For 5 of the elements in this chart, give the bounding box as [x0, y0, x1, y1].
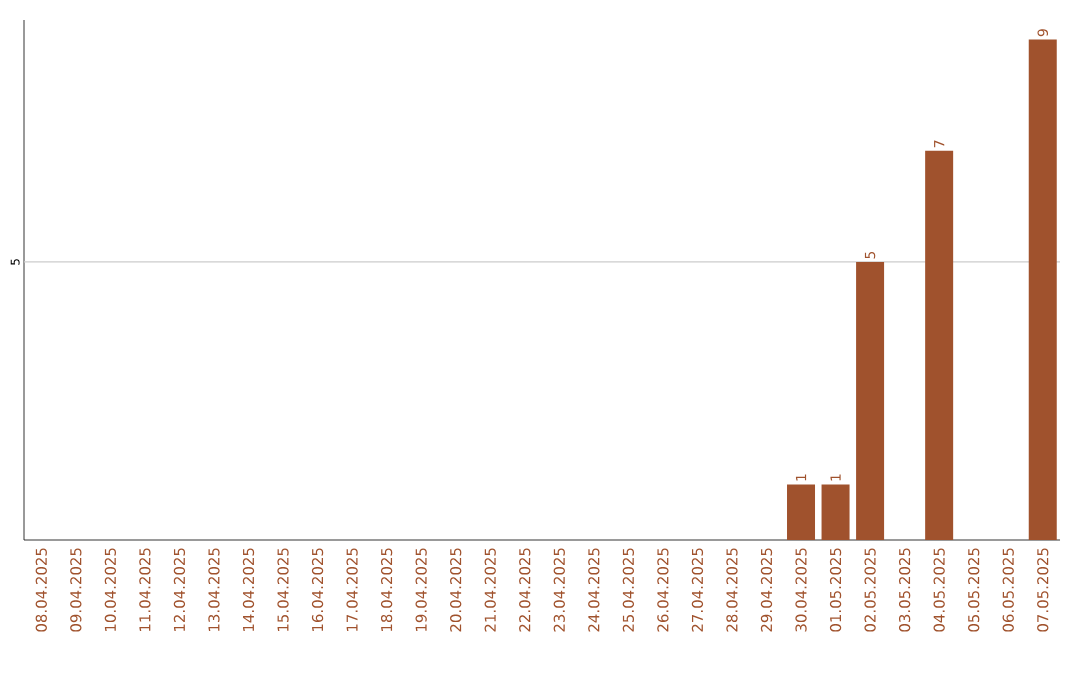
bar — [856, 261, 885, 540]
bar — [787, 484, 816, 540]
bar — [925, 150, 954, 540]
bar — [821, 484, 850, 540]
bar — [1028, 39, 1057, 540]
